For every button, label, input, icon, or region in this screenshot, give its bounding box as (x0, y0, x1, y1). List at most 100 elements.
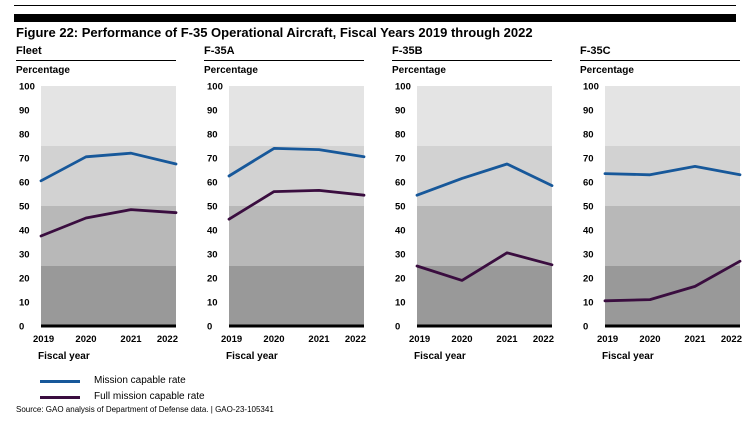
background-band (229, 206, 364, 266)
y-tick-label: 60 (583, 178, 594, 189)
panel-title: F-35C (580, 45, 611, 57)
background-band (229, 266, 364, 326)
y-tick-label: 20 (583, 274, 594, 285)
y-tick-label: 70 (395, 154, 406, 165)
y-tick-label: 30 (583, 250, 594, 261)
x-tick-label: 2022 (345, 334, 366, 345)
chart-fleet: 0 10 20 30 40 50 60 70 80 90 100 2019 2020 2021 2022 (19, 82, 178, 346)
y-tick-label: 30 (395, 250, 406, 261)
y-tick-label: 90 (583, 106, 594, 117)
y-tick-label: 100 (395, 82, 411, 93)
series-line-full-mission-capable (39, 208, 178, 238)
background-band (229, 146, 364, 206)
y-tick-label: 80 (583, 130, 594, 141)
panel-rule (204, 60, 364, 61)
panel-title: F-35A (204, 45, 235, 57)
series-line-full-mission-capable (603, 259, 742, 303)
y-tick-label: 100 (207, 82, 223, 93)
panel-rule (16, 60, 176, 61)
y-tick-label: 0 (19, 322, 24, 333)
y-tick-label: 40 (207, 226, 218, 237)
x-axis-label: Fiscal year (226, 351, 278, 362)
y-axis-label: Percentage (392, 65, 446, 76)
panel-rule (580, 60, 740, 61)
y-tick-label: 100 (583, 82, 599, 93)
y-tick-label: 40 (583, 226, 594, 237)
y-tick-label: 70 (207, 154, 218, 165)
y-tick-label: 0 (207, 322, 212, 333)
figure-title: Figure 22: Performance of F-35 Operation… (16, 25, 533, 40)
panel-f35b: F-35B Percentage 0 10 20 30 40 50 60 70 80 90 100 2… (392, 45, 572, 365)
legend-swatch (40, 380, 80, 383)
x-axis-label: Fiscal year (38, 351, 90, 362)
y-tick-label: 30 (207, 250, 218, 261)
y-tick-label: 50 (583, 202, 594, 213)
chart-f35c: 0 10 20 30 40 50 60 70 80 90 100 2019 2020 2021 2022 (583, 82, 742, 346)
legend-label: Full mission capable rate (94, 391, 205, 402)
x-tick-label: 2020 (75, 334, 96, 345)
x-tick-label: 2020 (263, 334, 284, 345)
panel-title: F-35B (392, 45, 423, 57)
y-tick-label: 60 (207, 178, 218, 189)
series-line-mission-capable (415, 162, 554, 197)
y-tick-label: 80 (19, 130, 30, 141)
legend-label: Mission capable rate (94, 375, 186, 386)
x-tick-label: 2019 (597, 334, 618, 345)
x-tick-label: 2020 (639, 334, 660, 345)
y-tick-label: 20 (19, 274, 30, 285)
y-tick-label: 50 (395, 202, 406, 213)
series-line-full-mission-capable (415, 251, 554, 282)
y-tick-label: 90 (207, 106, 218, 117)
y-tick-label: 0 (583, 322, 588, 333)
x-tick-label: 2019 (33, 334, 54, 345)
y-tick-label: 10 (583, 298, 594, 309)
panel-f35c: F-35C Percentage 0 10 20 30 40 50 60 70 80 90 100 2… (580, 45, 750, 365)
background-band (417, 206, 552, 266)
top-rule (14, 5, 736, 6)
y-tick-label: 30 (19, 250, 30, 261)
background-band (605, 146, 740, 206)
x-axis-label: Fiscal year (602, 351, 654, 362)
panel-f35a: F-35A Percentage 0 10 20 30 40 50 60 70 80 90 100 2… (204, 45, 384, 365)
background-band (417, 86, 552, 146)
panel-title: Fleet (16, 45, 42, 57)
y-tick-label: 20 (207, 274, 218, 285)
y-tick-label: 10 (19, 298, 30, 309)
y-tick-label: 40 (19, 226, 30, 237)
x-tick-label: 2019 (221, 334, 242, 345)
y-tick-label: 90 (19, 106, 30, 117)
y-tick-label: 50 (207, 202, 218, 213)
series-line-mission-capable (603, 165, 742, 177)
background-band (605, 86, 740, 146)
y-axis-label: Percentage (580, 65, 634, 76)
legend-swatch (40, 396, 80, 399)
y-tick-label: 10 (207, 298, 218, 309)
y-tick-label: 70 (583, 154, 594, 165)
background-band (41, 86, 176, 146)
background-band (229, 86, 364, 146)
title-bar (14, 14, 736, 22)
y-tick-label: 100 (19, 82, 35, 93)
x-tick-label: 2022 (157, 334, 178, 345)
y-tick-label: 40 (395, 226, 406, 237)
background-band (41, 206, 176, 266)
y-tick-label: 20 (395, 274, 406, 285)
y-tick-label: 10 (395, 298, 406, 309)
y-tick-label: 70 (19, 154, 30, 165)
x-tick-label: 2021 (308, 334, 330, 345)
background-band (605, 266, 740, 326)
x-axis-label: Fiscal year (414, 351, 466, 362)
y-tick-label: 80 (207, 130, 218, 141)
y-axis-label: Percentage (16, 65, 70, 76)
x-tick-label: 2019 (409, 334, 430, 345)
x-tick-label: 2020 (451, 334, 472, 345)
y-tick-label: 60 (19, 178, 30, 189)
source-note: Source: GAO analysis of Department of De… (16, 405, 274, 414)
y-tick-label: 0 (395, 322, 400, 333)
y-axis-label: Percentage (204, 65, 258, 76)
panel-fleet: Fleet Percentage 0 10 20 30 40 50 60 70 80 90 100 2… (16, 45, 196, 365)
background-band (605, 206, 740, 266)
series-line-mission-capable (227, 147, 366, 178)
x-tick-label: 2022 (533, 334, 554, 345)
y-tick-label: 80 (395, 130, 406, 141)
